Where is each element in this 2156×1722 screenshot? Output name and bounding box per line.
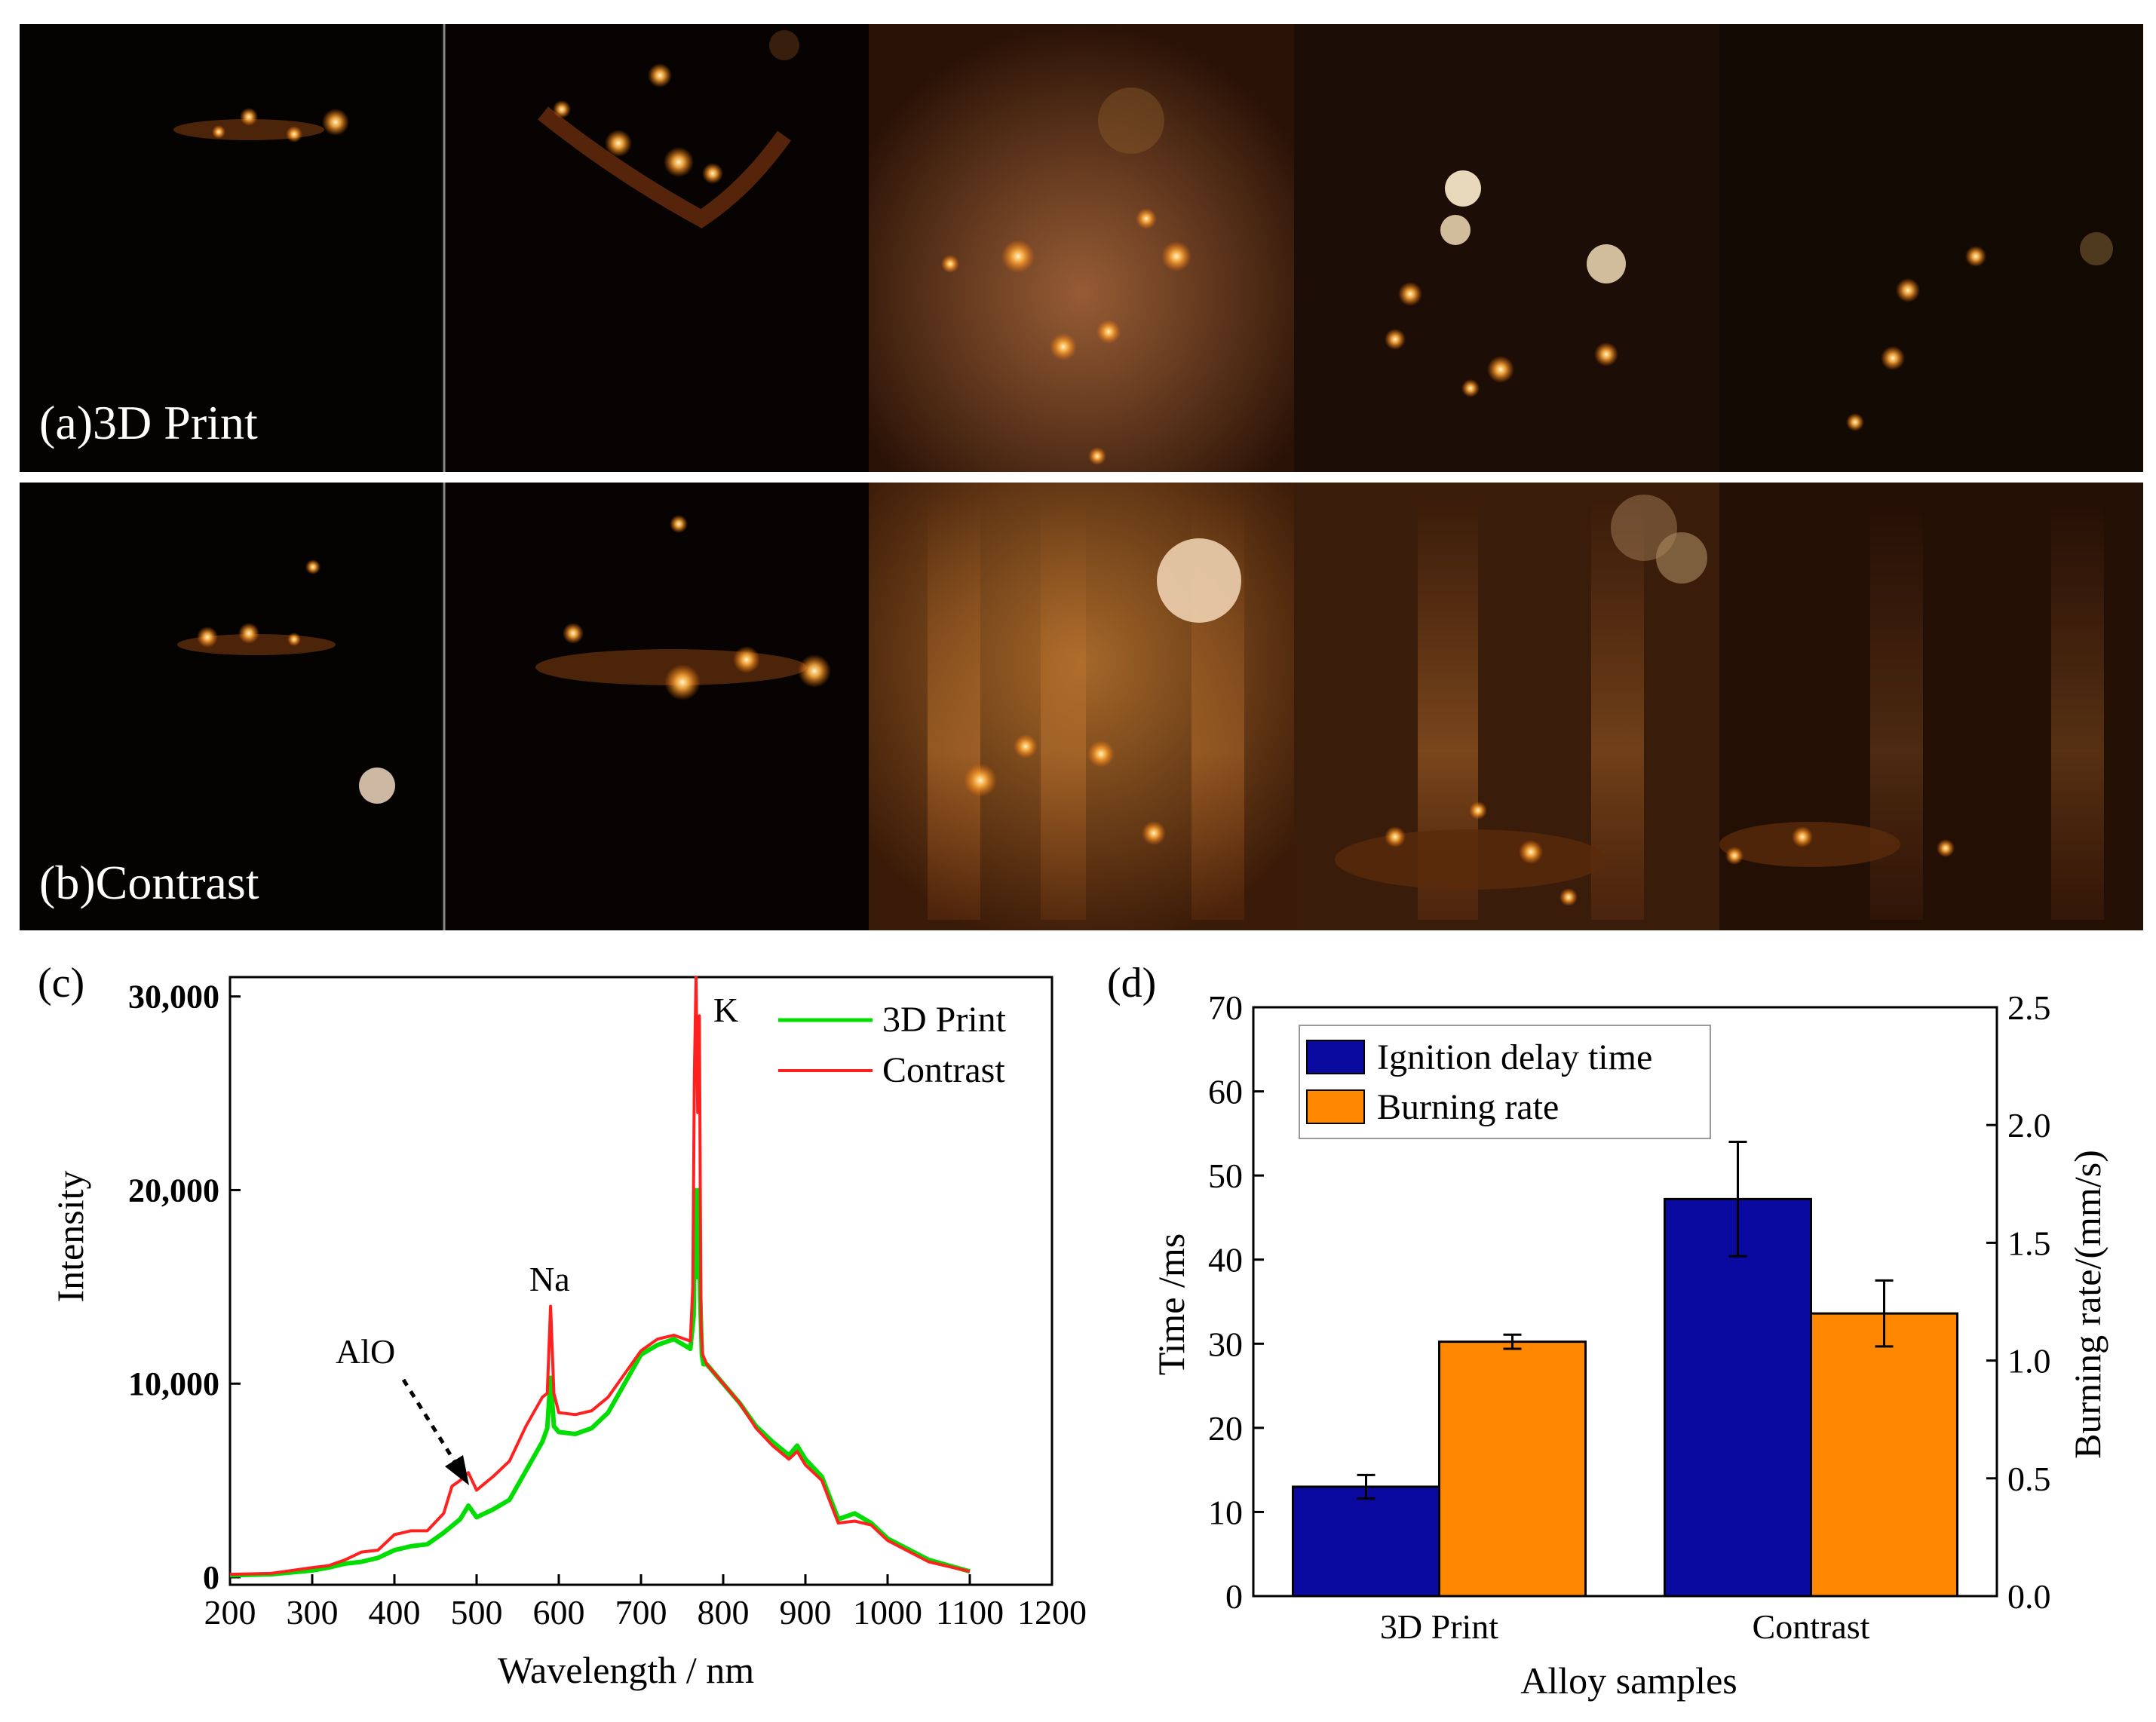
bar-y-right-tick-label: 2.5	[2007, 988, 2051, 1027]
bar-y-left-tick-label: 50	[1208, 1157, 1243, 1195]
legend-swatch-burning	[1306, 1089, 1365, 1124]
bar-y-right-tick-label: 0.0	[2007, 1577, 2051, 1616]
panel-d-letter: (d)	[1107, 960, 1156, 1007]
spectrum-x-tick-label: 200	[204, 1593, 256, 1632]
bar-y-right-tick-label: 1.0	[2007, 1342, 2051, 1380]
bar-burning-rate	[1810, 1312, 1958, 1598]
frame-a2	[445, 24, 869, 472]
alo-arrow-line	[401, 1378, 458, 1466]
series-line-contrast	[229, 976, 971, 1576]
spectrum-x-tick-label: 300	[287, 1593, 339, 1632]
spectrum-plot-area	[228, 976, 1053, 1586]
bar-ylabel-left: Time /ms	[1150, 1233, 1192, 1376]
bar-legend: Ignition delay time Burning rate	[1299, 1025, 1711, 1139]
bar-x-tick-label: Contrast	[1753, 1607, 1870, 1646]
spectrum-x-tick-label: 700	[615, 1593, 667, 1632]
spectrum-x-tick-label: 400	[369, 1593, 421, 1632]
spectrum-legend: 3D Print Contrast	[778, 1000, 1007, 1090]
photo-row-a: (a)3D Print	[20, 24, 2143, 472]
bar-y-left-tick-label: 0	[1225, 1577, 1243, 1616]
frame-a4	[1294, 24, 1719, 472]
spectrum-ticks: 200 300 400 500 600 700 800 900 1000 1100 1200 0 10,…	[128, 979, 1087, 1632]
frame-a3	[869, 24, 1294, 472]
frame-a5	[1719, 24, 2143, 472]
bar-xlabel: Alloy samples	[1520, 1659, 1737, 1702]
legend-label-burning: Burning rate	[1377, 1087, 1559, 1127]
spectrum-lines	[229, 976, 971, 1578]
spectrum-x-tick-label: 800	[698, 1593, 750, 1632]
alo-arrow-head	[445, 1455, 469, 1485]
spectrum-x-tick-label: 900	[780, 1593, 832, 1632]
frame-a1	[20, 24, 443, 472]
bar-y-left-tick-label: 10	[1208, 1493, 1243, 1531]
panel-c-letter: (c)	[38, 960, 84, 1007]
bar-ignition-delay-time	[1664, 1197, 1812, 1598]
bar-ticks: 0 10 20 30 40 50 60 70 0.0 0.5 1.0 1.5 2.0 2.5 3D Prin…	[1208, 988, 2051, 1646]
sparks-a	[173, 30, 2113, 465]
frame-b1	[20, 483, 443, 930]
peak-label-k: K	[713, 991, 738, 1029]
spectrum-chart: (c) 200 300 400 500 600 700 800 900 1000 1100 1200…	[38, 960, 1087, 1691]
bar-y-left-tick-label: 20	[1208, 1409, 1243, 1448]
bar-y-left-tick-label: 30	[1208, 1325, 1243, 1363]
legend-label-ignition: Ignition delay time	[1377, 1037, 1652, 1077]
sparks-b	[177, 495, 1955, 906]
bar-y-right-tick-label: 1.5	[2007, 1224, 2051, 1262]
photo-row-b: (b)Contrast	[20, 483, 2143, 930]
flames-b	[928, 498, 2104, 920]
spectrum-y-tick-label: 30,000	[128, 979, 219, 1016]
spectrum-x-tick-label: 1200	[1017, 1593, 1087, 1632]
spectrum-y-tick-label: 0	[203, 1559, 219, 1596]
series-line-3d-print	[229, 1187, 971, 1578]
spectrum-x-tick-label: 1100	[936, 1593, 1004, 1632]
bar-ylabel-right: Burning rate/(mm/s)	[2066, 1150, 2108, 1459]
frame-b2	[445, 483, 869, 930]
spectrum-y-tick-label: 20,000	[128, 1172, 219, 1209]
bar-legend-box	[1299, 1025, 1711, 1139]
spectrum-ylabel: Intensity	[49, 1171, 91, 1303]
spectrum-y-tick-label: 10,000	[128, 1365, 219, 1402]
legend-label-3dprint: 3D Print	[882, 1000, 1007, 1040]
bar-y-left-tick-label: 70	[1208, 988, 1243, 1027]
bar-x-tick-label: 3D Print	[1380, 1607, 1498, 1646]
bar-burning-rate	[1438, 1341, 1587, 1598]
spectrum-x-tick-label: 600	[533, 1593, 585, 1632]
spectrum-x-tick-label: 1000	[853, 1593, 922, 1632]
peak-label-na: Na	[529, 1260, 570, 1298]
legend-label-contrast: Contrast	[882, 1050, 1005, 1090]
bar-y-right-tick-label: 2.0	[2007, 1106, 2051, 1144]
spectrum-x-tick-label: 500	[451, 1593, 503, 1632]
bar-ignition-delay-time	[1292, 1485, 1440, 1598]
bar-y-left-tick-label: 60	[1208, 1073, 1243, 1111]
bars	[1292, 1141, 1958, 1598]
bar-y-left-tick-label: 40	[1208, 1241, 1243, 1279]
row-b-label: (b)Contrast	[39, 856, 259, 909]
row-a-label: (a)3D Print	[39, 396, 258, 449]
bar-y-right-tick-label: 0.5	[2007, 1460, 2051, 1498]
peak-label-alo: AlO	[336, 1332, 395, 1371]
spectrum-xlabel: Wavelength / nm	[498, 1649, 754, 1691]
legend-swatch-ignition	[1306, 1040, 1365, 1074]
ignition-bar-chart: (d) 0 10 20 30 40 50 60 70 0.0 0.5 1.0 1.5 2.0 2.5 3D …	[1107, 960, 2108, 1702]
